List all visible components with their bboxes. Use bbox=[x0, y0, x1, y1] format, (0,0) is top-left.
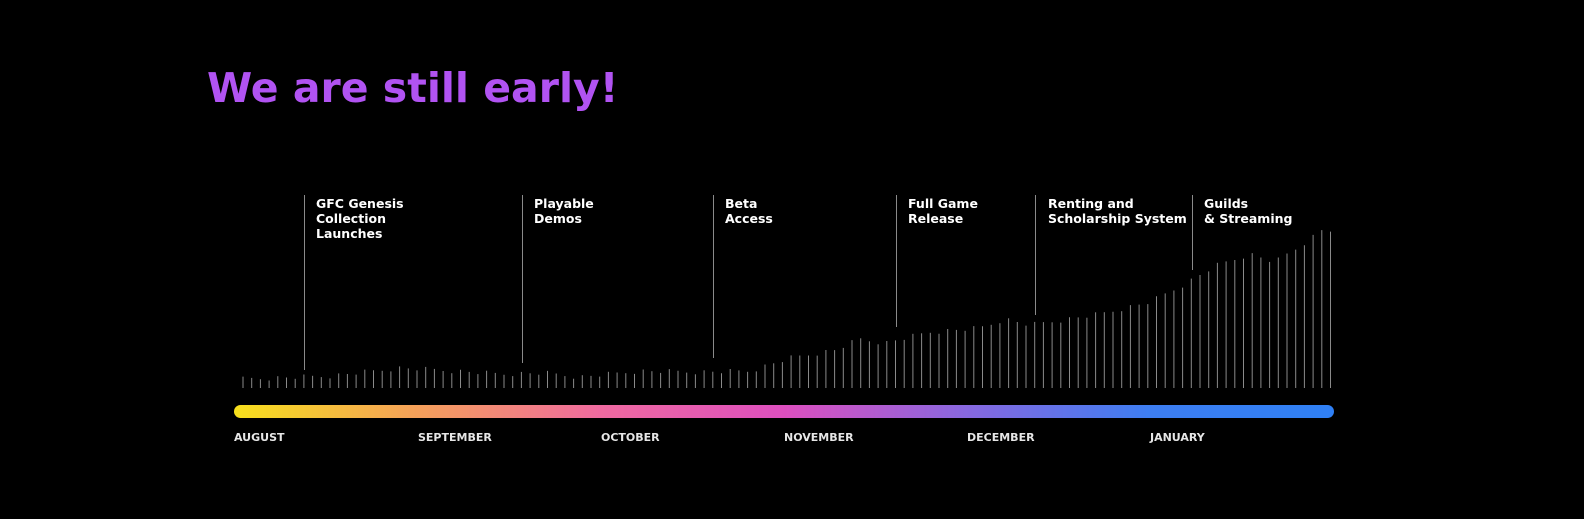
milestone-line-renting bbox=[1035, 195, 1036, 315]
milestone-beta-label: Beta Access bbox=[725, 196, 773, 226]
milestone-line-release bbox=[896, 195, 897, 327]
month-november: NOVEMBER bbox=[784, 431, 854, 444]
milestone-line-beta bbox=[713, 195, 714, 358]
month-august: AUGUST bbox=[234, 431, 285, 444]
month-december: DECEMBER bbox=[967, 431, 1035, 444]
milestone-line-guilds bbox=[1192, 195, 1193, 270]
page-title: We are still early! bbox=[207, 64, 619, 112]
milestone-line-demos bbox=[522, 195, 523, 363]
month-january: JANUARY bbox=[1150, 431, 1205, 444]
milestone-demos-label: Playable Demos bbox=[534, 196, 594, 226]
milestone-guilds-label: Guilds & Streaming bbox=[1204, 196, 1293, 226]
milestone-renting-label: Renting and Scholarship System bbox=[1048, 196, 1187, 226]
timeline-gradient-bar bbox=[234, 405, 1334, 418]
milestone-line-genesis bbox=[304, 195, 305, 370]
milestone-genesis-label: GFC Genesis Collection Launches bbox=[316, 196, 404, 241]
month-october: OCTOBER bbox=[601, 431, 660, 444]
month-september: SEPTEMBER bbox=[418, 431, 492, 444]
milestone-release-label: Full Game Release bbox=[908, 196, 978, 226]
